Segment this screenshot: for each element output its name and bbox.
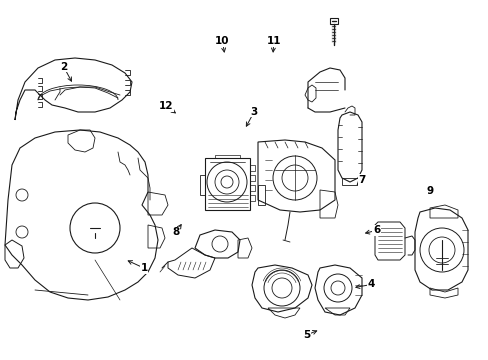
Text: 11: 11 [266, 36, 281, 46]
Text: 9: 9 [426, 186, 433, 196]
Text: 6: 6 [372, 225, 379, 235]
Text: 4: 4 [367, 279, 375, 289]
Text: 2: 2 [60, 62, 67, 72]
Text: 7: 7 [357, 175, 365, 185]
Text: 10: 10 [215, 36, 229, 46]
Text: 8: 8 [172, 227, 179, 237]
Text: 3: 3 [250, 107, 257, 117]
Text: 1: 1 [141, 263, 147, 273]
Text: 5: 5 [303, 330, 310, 340]
Text: 12: 12 [159, 101, 173, 111]
